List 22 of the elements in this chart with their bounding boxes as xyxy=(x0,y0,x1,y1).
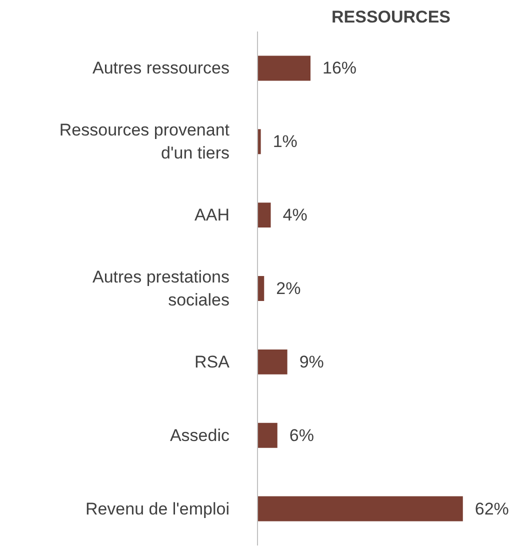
bar xyxy=(258,496,463,522)
data-label: 6% xyxy=(289,426,314,445)
bar xyxy=(258,56,310,81)
bar xyxy=(258,422,278,448)
y-tick-label: AAH xyxy=(194,206,230,225)
bar xyxy=(258,349,288,374)
data-label: 4% xyxy=(282,206,308,225)
y-tick-label: Revenu de l'emploi xyxy=(85,499,230,518)
data-label: 62% xyxy=(474,499,509,518)
y-tick-label: Assedic xyxy=(170,426,230,445)
y-tick-label: Autres ressources xyxy=(92,58,230,78)
bar xyxy=(258,202,271,228)
data-label: 2% xyxy=(276,279,301,298)
data-label: 1% xyxy=(272,132,298,152)
bar xyxy=(258,129,261,154)
y-tick-label: Ressources provenant d'un tiers xyxy=(59,120,230,163)
bar xyxy=(258,276,264,301)
data-label: 16% xyxy=(322,58,357,78)
y-tick-label: RSA xyxy=(194,352,230,372)
y-tick-label: Autres prestations sociales xyxy=(92,268,230,310)
chart-title: RESSOURCES xyxy=(331,8,451,26)
data-label: 9% xyxy=(299,352,324,372)
